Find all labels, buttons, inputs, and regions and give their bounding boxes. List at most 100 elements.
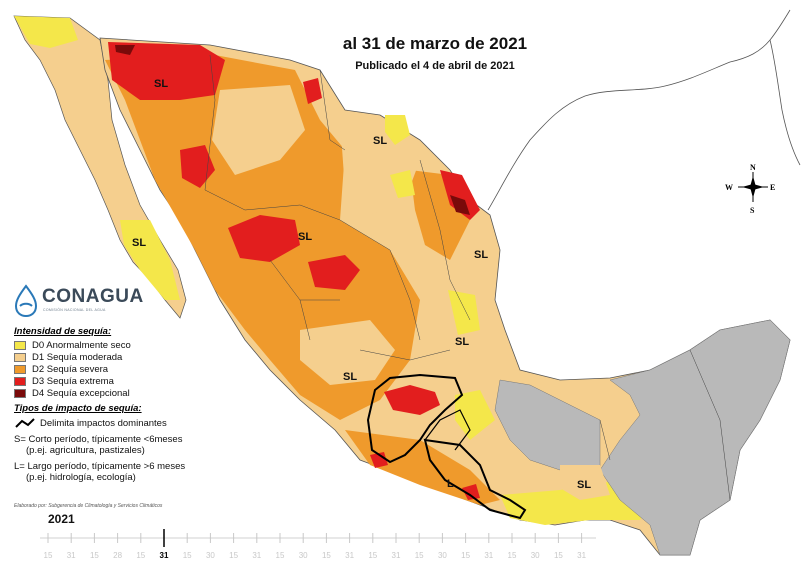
compass-w: W	[725, 183, 733, 192]
d3-guerrero	[370, 452, 388, 468]
long-term-line: L= Largo período, típicamente >6 meses	[14, 461, 186, 472]
timeline-tick-label: 15	[229, 551, 239, 560]
compass-e: E	[770, 183, 775, 192]
baja-d0-north	[14, 16, 78, 48]
legend-swatch	[14, 376, 26, 386]
d1-bajio	[300, 320, 395, 385]
florida-outline	[769, 39, 801, 166]
long-term-example: (p.ej. hidrología, ecología)	[26, 472, 136, 483]
water-drop-icon	[14, 284, 38, 318]
timeline-tick-label: 15	[89, 551, 99, 560]
d3-tamaulipas-coast	[440, 170, 480, 220]
timeline-tick-label: 31	[66, 551, 76, 560]
legend-label: D2 Sequía severa	[32, 363, 109, 375]
timeline-tick-label: 31	[484, 551, 494, 560]
timeline-tick-label: 30	[205, 551, 215, 560]
map-label-sl-chiapas: SL	[577, 479, 591, 491]
d4-sonora	[115, 45, 135, 55]
map-label-sl-tamaulipas: SL	[474, 249, 488, 261]
timeline-tick-label: 15	[182, 551, 192, 560]
d0-tamaulipas	[390, 170, 415, 198]
timeline-tick-label: 15	[321, 551, 331, 560]
map-subtitle: Publicado el 4 de abril de 2021	[355, 60, 515, 72]
timeline-tick-label: 15	[507, 551, 517, 560]
impact-title: Tipos de impacto de sequía:	[14, 403, 142, 414]
legend-item-d0: D0 Anormalmente seco	[14, 339, 214, 351]
d3-sonora	[108, 42, 225, 100]
compass-s: S	[750, 206, 755, 215]
no-drought-yucatan	[599, 319, 791, 556]
legend-swatch	[14, 364, 26, 374]
legend-item-d3: D3 Sequía extrema	[14, 375, 214, 387]
legend-label: D4 Sequía excepcional	[32, 387, 130, 399]
boundary-label: Delimita impactos dominantes	[40, 417, 167, 429]
legend-swatch	[14, 352, 26, 362]
logo-tagline: COMISIÓN NACIONAL DEL AGUA	[43, 308, 106, 312]
d0-southeast	[500, 480, 650, 525]
timeline-tick-label: 31	[252, 551, 262, 560]
legend-items: D0 Anormalmente seco D1 Sequía moderada D2…	[14, 339, 214, 399]
map-label-sl-jalisco: SL	[343, 371, 357, 383]
impact-boundary-long-south[interactable]	[423, 438, 527, 520]
impact-boundary-key: Delimita impactos dominantes	[14, 417, 214, 429]
timeline-axis	[40, 529, 596, 547]
legend-label: D0 Anormalmente seco	[32, 339, 131, 351]
timeline-tick-label: 31	[391, 551, 401, 560]
impact-boundary-long[interactable]	[366, 373, 464, 464]
d0-coahuila	[385, 115, 410, 145]
map-label-sl-durango: SL	[298, 231, 312, 243]
timeline-tick-label: 28	[113, 551, 123, 560]
legend-label: D1 Sequía moderada	[32, 351, 123, 363]
baja-d0-south	[120, 220, 180, 300]
timeline-tick-label: 15	[553, 551, 563, 560]
legend-item-d1: D1 Sequía moderada	[14, 351, 214, 363]
short-term-example: (p.ej. agricultura, pastizales)	[26, 445, 145, 456]
timeline-tick-label: 15	[461, 551, 471, 560]
timeline-tick-label: 15	[414, 551, 424, 560]
d0-puebla	[455, 390, 495, 440]
d3-nuevo-leon	[303, 78, 322, 104]
timeline-tick-label: 30	[530, 551, 540, 560]
credit: Elaborado por: Subgerencia de Climatolog…	[14, 503, 163, 509]
map-label-sl-coahuila: SL	[373, 135, 387, 147]
timeline: 15 31 15 28 15 31 15 30 15 31 15 30 15 31 15 31 15 30 15 31…	[40, 527, 600, 561]
state-borders	[204, 54, 731, 501]
timeline-tick-label: 15	[275, 551, 285, 560]
timeline-tick-label: 30	[437, 551, 447, 560]
d4-tamaulipas	[450, 195, 470, 215]
legend-item-d4: D4 Sequía excepcional	[14, 387, 214, 399]
legend-swatch	[14, 340, 26, 350]
sl-chiapas	[560, 465, 610, 500]
map-label-sl-baja-sur: SL	[132, 237, 146, 249]
d0-veracruz	[448, 290, 480, 335]
d3-michoacan	[384, 385, 440, 415]
d3-zacatecas	[308, 255, 360, 290]
timeline-tick-label: 15	[136, 551, 146, 560]
short-term-line: S= Corto período, típicamente <6meses	[14, 434, 183, 445]
map-title: al 31 de marzo de 2021	[342, 34, 528, 53]
timeline-tick-label: 15	[368, 551, 378, 560]
timeline-year: 2021	[48, 512, 75, 526]
map-label-sl-sonora: SL	[154, 78, 168, 90]
logo-name: CONAGUA	[42, 286, 144, 307]
map-label-l-oaxaca: L	[447, 478, 454, 490]
compass-n: N	[750, 163, 756, 172]
legend-swatch	[14, 388, 26, 398]
legend-title: Intensidad de sequía:	[14, 326, 112, 337]
timeline-tick-label: 30	[298, 551, 308, 560]
timeline-tick-label: 31	[345, 551, 355, 560]
legend: Intensidad de sequía: D0 Anormalmente se…	[14, 326, 214, 483]
timeline-tick-label: 31	[577, 551, 587, 560]
d3-durango	[228, 215, 300, 262]
impact-boundary-inner[interactable]	[424, 409, 471, 451]
boundary-line-icon	[15, 418, 35, 428]
legend-label: D3 Sequía extrema	[32, 375, 114, 387]
timeline-current-label: 31	[159, 551, 169, 560]
legend-item-d2: D2 Sequía severa	[14, 363, 214, 375]
d3-oaxaca	[462, 484, 480, 500]
conagua-logo: CONAGUA COMISIÓN NACIONAL DEL AGUA	[12, 284, 162, 318]
compass-rose: N S W E	[725, 163, 775, 215]
timeline-tick-label: 15	[43, 551, 53, 560]
d1-chihuahua	[212, 85, 305, 175]
